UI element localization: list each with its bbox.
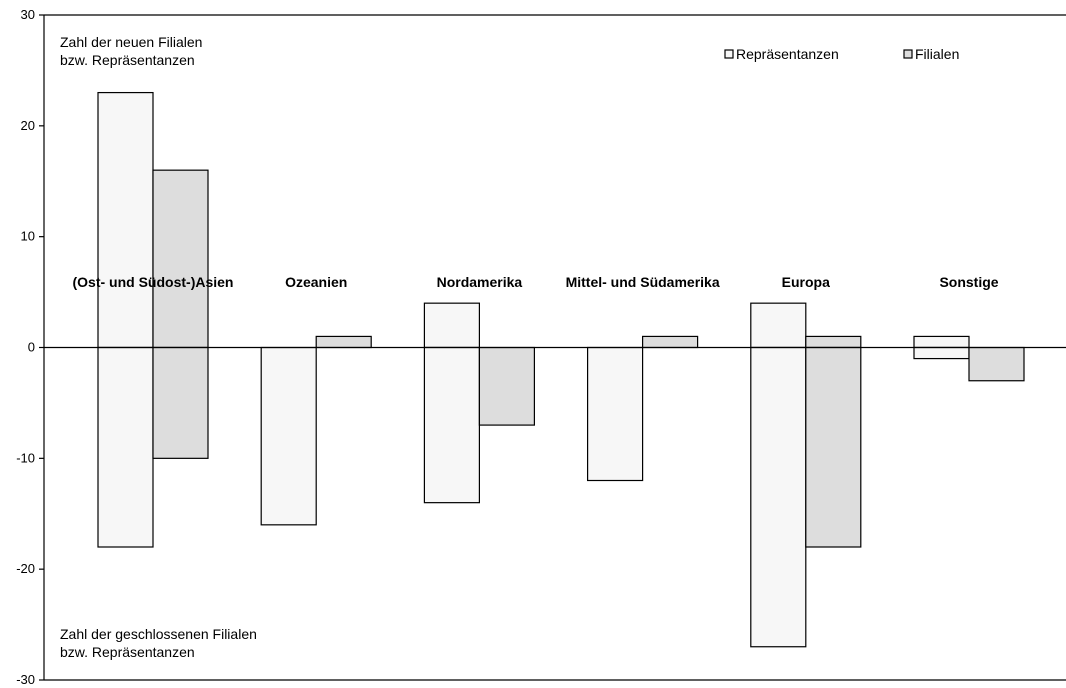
legend: Repräsentanzen Filialen: [724, 46, 959, 62]
bar-repräsentanzen-closed-0: [97, 346, 154, 548]
y-tick-label: 10: [21, 229, 35, 244]
category-label: (Ost- und Südost-)Asien: [73, 274, 234, 290]
y-tick-label: -10: [16, 450, 35, 465]
annotation-top: Zahl der neuen Filialen: [60, 34, 202, 50]
category-label: Mittel- und Südamerika: [566, 274, 720, 290]
labels-group: -30 -20 -10 0 10 20 30 (Ost- und Südost-)Asien O…: [16, 7, 999, 687]
bar-filialen-closed-5: [968, 346, 1025, 382]
annotation-bottom: Zahl der geschlossenen Filialen: [60, 626, 257, 642]
bar-repräsentanzen-closed-2: [423, 346, 480, 504]
bar-repräsentanzen-new-2: [423, 302, 480, 349]
legend-swatch-filialen: [903, 49, 913, 59]
annotation-top: bzw. Repräsentanzen: [60, 52, 195, 68]
bar-repräsentanzen-new-4: [750, 302, 807, 349]
bar-repräsentanzen-closed-4: [750, 346, 807, 648]
legend-label-repräsentanzen: Repräsentanzen: [736, 46, 839, 62]
axes-group: [39, 14, 1066, 681]
y-tick-label: 20: [21, 118, 35, 133]
legend-swatch-repräsentanzen: [724, 49, 734, 59]
category-label: Ozeanien: [285, 274, 347, 290]
y-tick-label: -20: [16, 561, 35, 576]
bar-filialen-new-4: [805, 335, 862, 349]
bar-repräsentanzen-closed-1: [260, 346, 317, 526]
bar-repräsentanzen-new-0: [97, 91, 154, 349]
category-label: Europa: [782, 274, 830, 290]
bar-repräsentanzen-new-5: [913, 335, 970, 349]
bar-filialen-closed-0: [152, 346, 209, 459]
bar-filialen-new-3: [641, 335, 699, 349]
bar-repräsentanzen-closed-5: [913, 346, 970, 360]
bar-repräsentanzen-closed-3: [586, 346, 644, 482]
y-tick-label: 30: [21, 7, 35, 22]
annotation-bottom: bzw. Repräsentanzen: [60, 644, 195, 660]
y-tick-label: 0: [28, 340, 35, 355]
category-label: Nordamerika: [437, 274, 523, 290]
bar-filialen-closed-4: [805, 346, 862, 548]
bars-group: [97, 91, 1025, 648]
bar-filialen-new-0: [152, 169, 209, 349]
legend-label-filialen: Filialen: [915, 46, 959, 62]
category-label: Sonstige: [939, 274, 998, 290]
bar-filialen-new-1: [315, 335, 372, 349]
y-tick-label: -30: [16, 672, 35, 687]
bar-filialen-closed-2: [478, 346, 535, 426]
